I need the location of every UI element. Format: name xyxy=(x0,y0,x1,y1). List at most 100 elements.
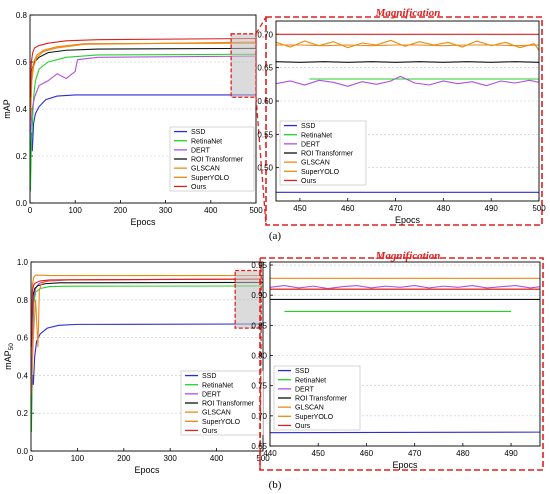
chart-a-zoom: 0.50 0.55 0.60 0.65 0.70 450 460 470 480 490 500 Ep… xyxy=(257,20,546,225)
x-tick-label: 100 xyxy=(71,454,85,463)
y-tick-label: 0.65 xyxy=(257,64,273,73)
zoom-region xyxy=(234,269,262,329)
x-tick-label: 400 xyxy=(210,454,224,463)
chart-b-main: 0.0 0.2 0.4 0.6 0.8 1.0 0 100 200 300 400 500 Epocs m… xyxy=(3,257,544,475)
plot-frame xyxy=(275,20,540,202)
y-tick-label: 0.4 xyxy=(17,371,29,380)
y-tick-label: 0.70 xyxy=(257,30,273,39)
legend-label: Ours xyxy=(202,428,218,435)
legend-box xyxy=(273,365,361,431)
series-group xyxy=(30,37,256,192)
series-line-roi-transformer xyxy=(31,281,263,338)
panel-label-b: (b) xyxy=(269,479,282,491)
x-axis-label: Epocs xyxy=(395,215,421,225)
zoom-connector xyxy=(259,257,262,271)
legend: SSD RetinaNet DERT ROI Transformer GLSCAN Sup… xyxy=(279,120,367,186)
x-tick-label: 470 xyxy=(389,204,403,213)
legend-label: Ours xyxy=(295,423,311,430)
y-tick-label: 1.0 xyxy=(17,258,29,267)
legend: SSD RetinaNet DERT ROI Transformer GLSCAN Sup… xyxy=(180,370,264,436)
x-tick-label: 0 xyxy=(29,454,34,463)
legend-label: SSD xyxy=(295,368,309,375)
x-tick-label: 500 xyxy=(249,206,263,215)
y-tick-label: 0.8 xyxy=(16,11,28,20)
zoom-connector xyxy=(255,97,267,226)
chart-a-main: 0.0 0.2 0.4 0.6 0.8 0 100 200 300 400 500 Epocs mAP S… xyxy=(2,11,543,227)
x-axis-label: Epocs xyxy=(134,465,160,475)
y-tick-label: 0.55 xyxy=(257,130,273,139)
y-tick-label: 0.70 xyxy=(251,412,267,421)
legend-label: DERT xyxy=(191,147,211,154)
legend-label: DERT xyxy=(202,391,222,398)
series-line-ssd xyxy=(270,431,540,434)
legend: SSD RetinaNet DERT ROI Transformer GLSCAN Sup… xyxy=(273,365,361,431)
x-tick-label: 500 xyxy=(532,204,546,213)
legend-label: GLSCAN xyxy=(191,166,220,173)
y-tick-label: 0.85 xyxy=(251,321,267,330)
x-axis-label: Epocs xyxy=(392,460,418,470)
legend-label: SuperYOLO xyxy=(295,414,334,421)
x-tick-label: 0 xyxy=(28,206,33,215)
zoom-frame xyxy=(259,257,544,471)
zoom-region xyxy=(230,33,257,98)
plot-frame xyxy=(269,261,541,447)
y-tick-label: 0.95 xyxy=(251,261,267,270)
legend-label: ROI Transformer xyxy=(191,157,244,164)
panel-label-a: (a) xyxy=(269,230,282,242)
legend-label: ROI Transformer xyxy=(301,151,354,158)
y-tick-label: 0.50 xyxy=(257,164,273,173)
series-line-ours xyxy=(31,278,263,348)
series-line-superyolo xyxy=(276,39,539,51)
x-tick-label: 460 xyxy=(341,204,355,213)
legend-label: ROI Transformer xyxy=(202,401,255,408)
legend-label: DERT xyxy=(301,141,321,148)
x-tick-label: 480 xyxy=(437,204,451,213)
y-tick-label: 0.90 xyxy=(251,291,267,300)
series-line-retinanet xyxy=(30,53,256,192)
x-tick-label: 450 xyxy=(312,449,326,458)
plot-frame xyxy=(30,261,264,452)
legend-label: GLSCAN xyxy=(295,405,324,412)
y-axis-label: mAP50 xyxy=(3,343,15,370)
x-tick-label: 450 xyxy=(293,204,307,213)
y-tick-label: 0.2 xyxy=(17,409,29,418)
series-line-superyolo xyxy=(30,42,256,114)
series-line-ours xyxy=(30,37,256,98)
series-group xyxy=(270,277,540,434)
plot-frame xyxy=(29,14,257,204)
x-tick-label: 440 xyxy=(263,449,277,458)
y-axis-label: mAP xyxy=(2,99,12,119)
x-axis-label: Epocs xyxy=(130,217,156,227)
x-tick-label: 500 xyxy=(256,454,270,463)
legend: SSD RetinaNet DERT ROI Transformer GLSCAN Sup… xyxy=(169,126,255,192)
x-tick-label: 400 xyxy=(204,206,218,215)
y-tick-label: 0.75 xyxy=(251,382,267,391)
magnification-title-a: Magnification xyxy=(375,7,441,19)
x-tick-label: 200 xyxy=(117,454,131,463)
y-tick-label: 0.2 xyxy=(16,152,28,161)
series-line-dert xyxy=(270,284,540,290)
y-tick-label: 0.0 xyxy=(17,447,29,456)
legend-label: GLSCAN xyxy=(301,160,330,167)
series-line-superyolo xyxy=(31,274,263,357)
legend-label: SSD xyxy=(191,129,205,136)
x-tick-label: 480 xyxy=(456,449,470,458)
x-tick-label: 100 xyxy=(69,206,83,215)
legend-label: RetinaNet xyxy=(301,132,332,139)
legend-label: SuperYOLO xyxy=(191,175,230,182)
legend-label: SSD xyxy=(301,123,315,130)
legend-label: Ours xyxy=(191,184,207,191)
legend-label: ROI Transformer xyxy=(295,396,348,403)
legend-label: RetinaNet xyxy=(191,138,222,145)
legend-label: SuperYOLO xyxy=(301,169,340,176)
x-tick-label: 460 xyxy=(360,449,374,458)
legend-label: DERT xyxy=(295,386,315,393)
y-tick-label: 0.6 xyxy=(17,334,29,343)
y-tick-label: 0.4 xyxy=(16,105,28,114)
x-tick-label: 490 xyxy=(485,204,499,213)
legend-label: RetinaNet xyxy=(295,377,326,384)
series-line-roi-transformer xyxy=(276,61,539,63)
y-tick-label: 0.8 xyxy=(17,296,29,305)
x-tick-label: 300 xyxy=(164,454,178,463)
